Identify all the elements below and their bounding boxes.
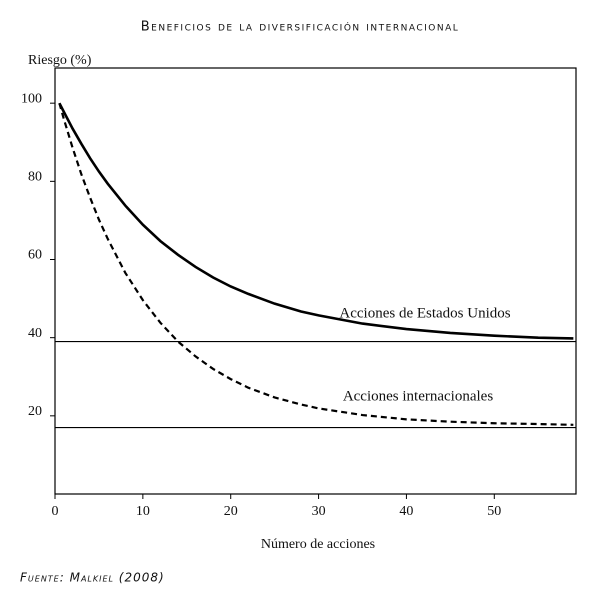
y-tick-label: 60 — [28, 248, 42, 263]
x-tick-label: 30 — [312, 504, 326, 519]
y-tick-label: 100 — [21, 91, 42, 106]
series-line — [58, 102, 574, 426]
series-line — [58, 102, 574, 340]
y-axis-label: Riesgo (%) — [28, 53, 92, 68]
x-tick-label: 20 — [224, 504, 238, 519]
x-tick-label: 50 — [487, 504, 501, 519]
y-tick-label: 40 — [28, 326, 42, 341]
x-tick-label: 40 — [399, 504, 413, 519]
series-label: Acciones internacionales — [343, 388, 494, 404]
series-label: Acciones de Estados Unidos — [339, 305, 510, 321]
x-tick-label: 0 — [52, 504, 59, 519]
x-tick-label: 10 — [136, 504, 150, 519]
x-axis-label: Número de acciones — [261, 537, 375, 552]
chart-title: Beneficios de la diversificación interna… — [141, 20, 460, 35]
plot-frame — [54, 67, 577, 495]
y-tick-label: 80 — [28, 170, 42, 185]
y-tick-label: 20 — [28, 404, 42, 419]
source: Fuente: Malkiel (2008) — [20, 571, 165, 585]
